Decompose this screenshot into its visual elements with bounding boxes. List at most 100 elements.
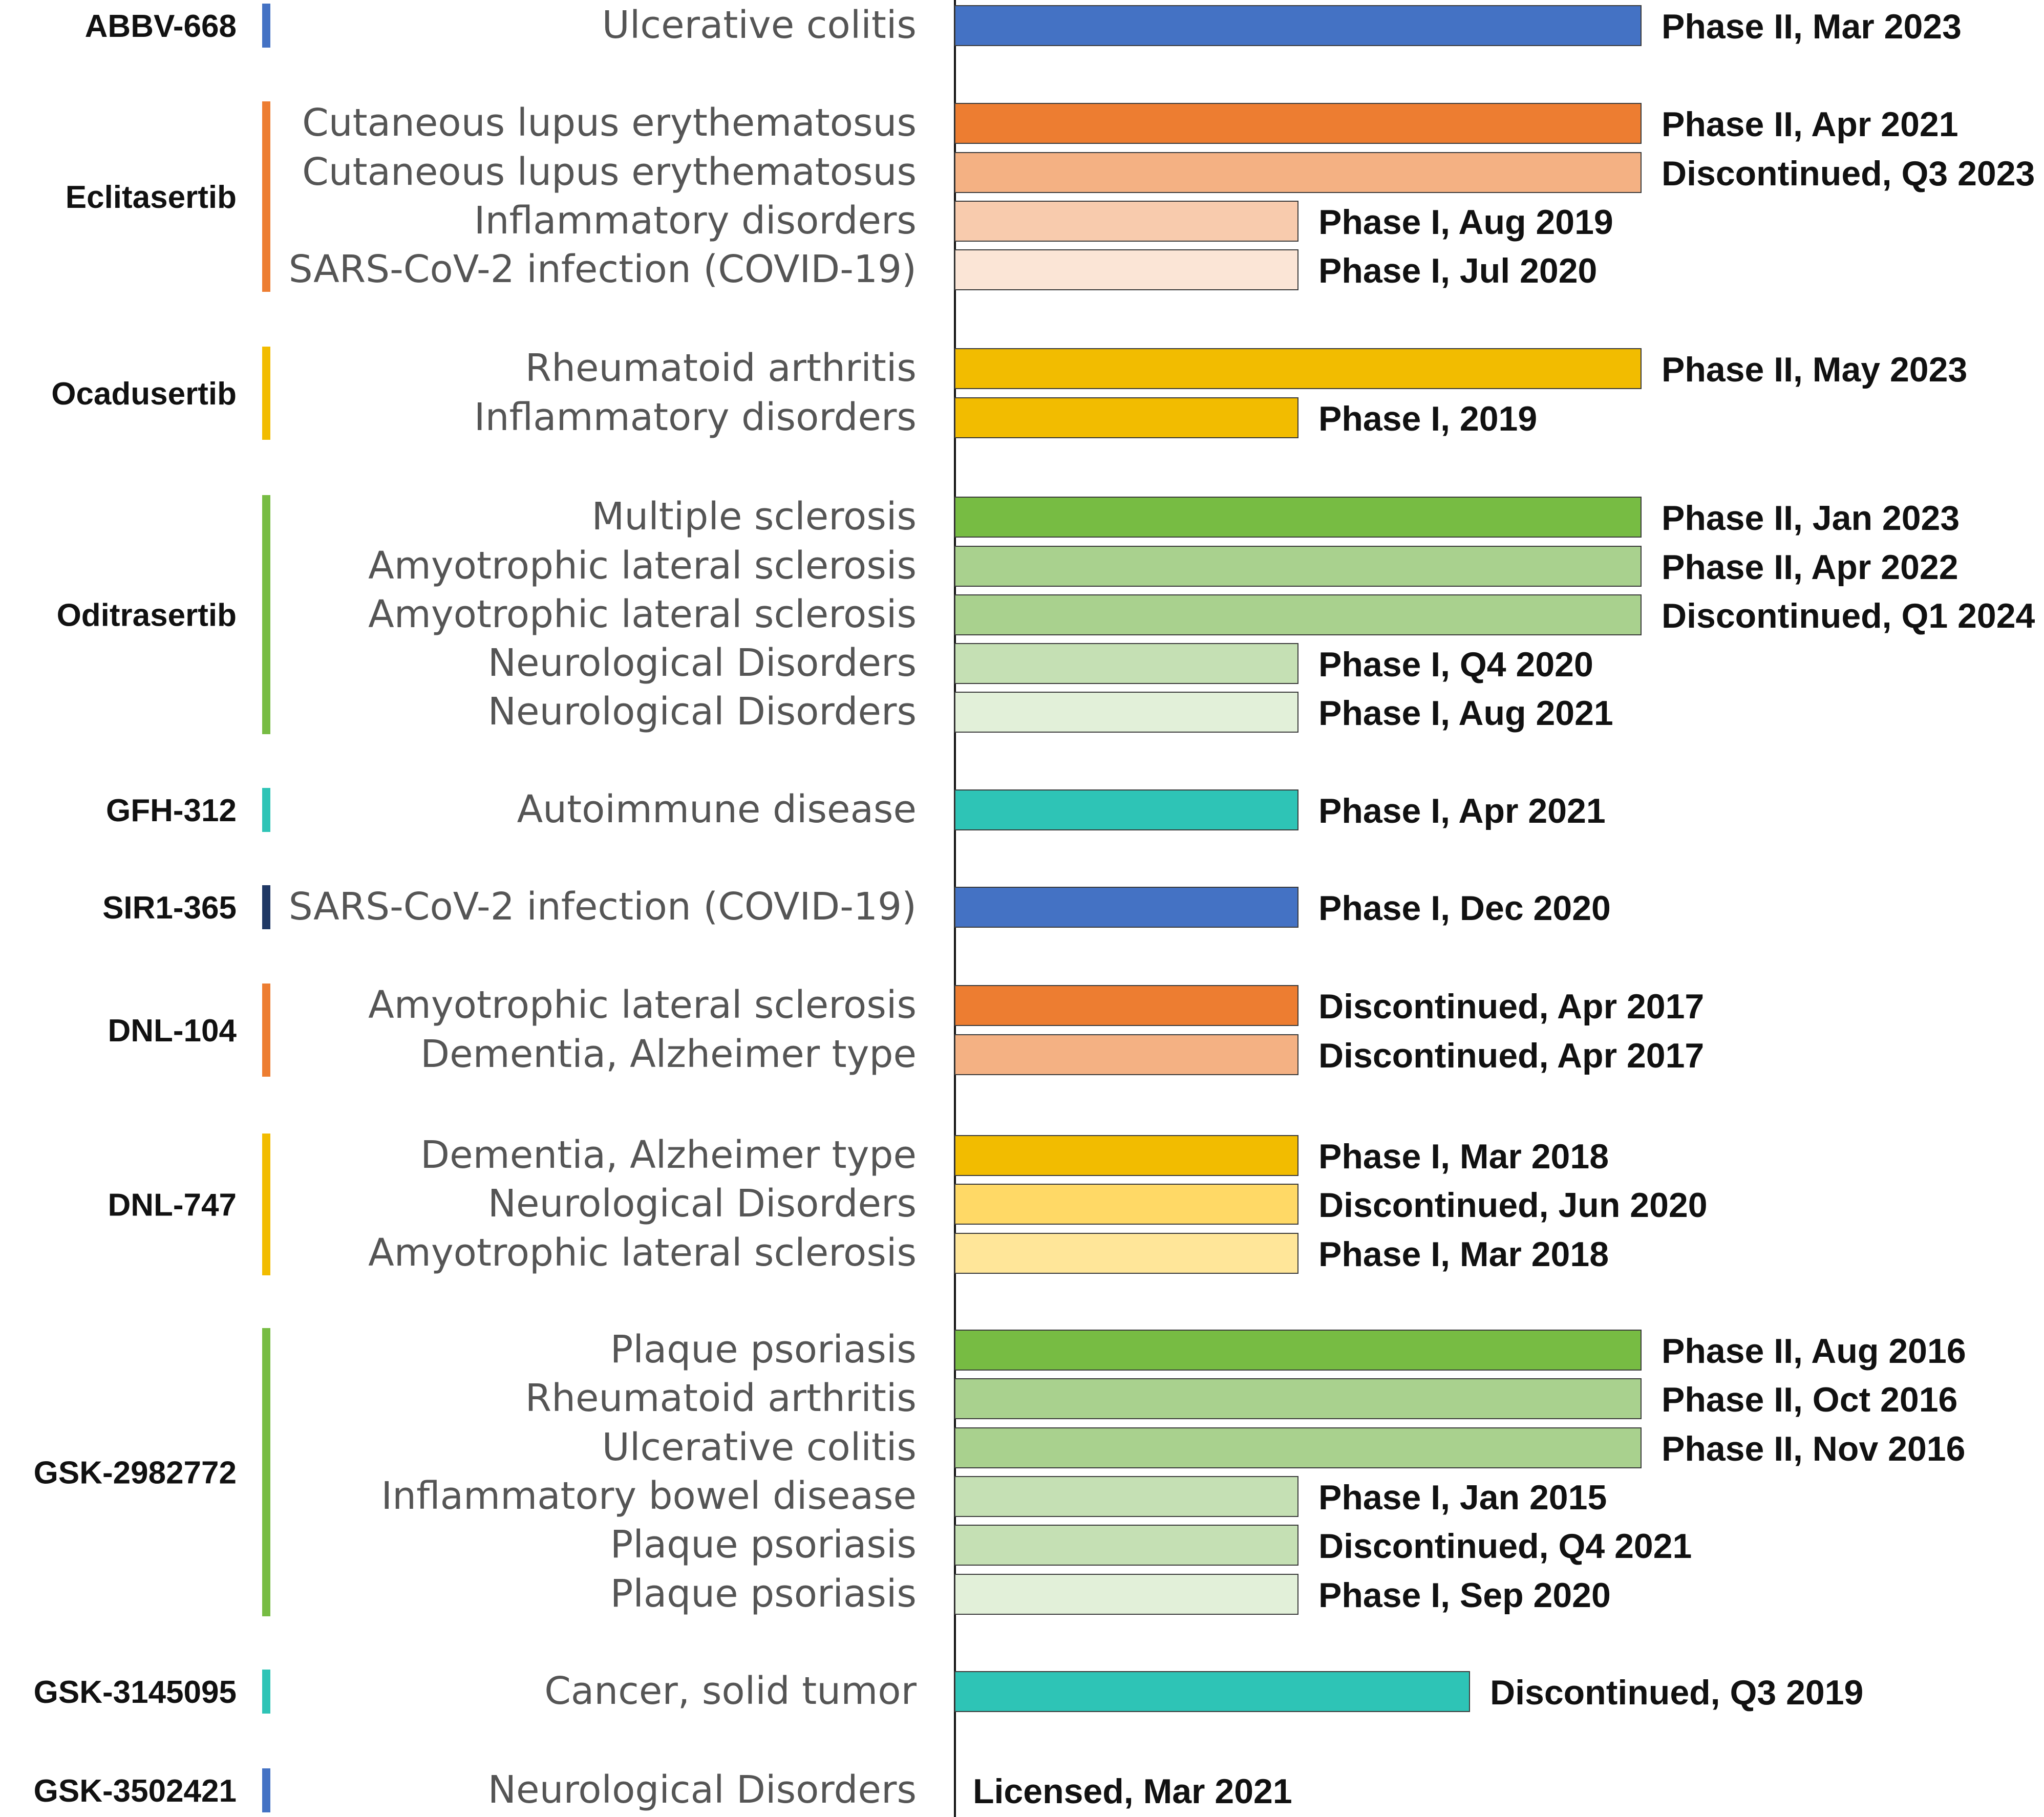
indication-label: Cancer, solid tumor bbox=[544, 1669, 917, 1713]
bar bbox=[954, 103, 1642, 144]
status-label: Phase I, 2019 bbox=[1318, 399, 1537, 438]
drug-label: Ocadusertib bbox=[51, 376, 237, 412]
group-marker bbox=[262, 1670, 270, 1714]
bar bbox=[954, 789, 1298, 830]
group-marker bbox=[262, 885, 270, 929]
indication-label: Amyotrophic lateral sclerosis bbox=[368, 544, 917, 588]
bar bbox=[954, 397, 1298, 438]
drug-label: GSK-2982772 bbox=[34, 1456, 237, 1491]
status-label: Discontinued, Jun 2020 bbox=[1318, 1186, 1708, 1225]
drug-label: GSK-3145095 bbox=[34, 1675, 237, 1710]
status-label: Phase I, Aug 2019 bbox=[1318, 203, 1613, 242]
indication-label: Cutaneous lupus erythematosus bbox=[302, 150, 917, 194]
indication-label: Amyotrophic lateral sclerosis bbox=[368, 592, 917, 636]
group-marker bbox=[262, 1134, 270, 1275]
group-marker bbox=[262, 347, 270, 440]
bar bbox=[954, 546, 1642, 587]
bar bbox=[954, 1378, 1642, 1419]
group-marker bbox=[262, 984, 270, 1077]
indication-label: Cutaneous lupus erythematosus bbox=[302, 101, 917, 145]
group-marker bbox=[262, 101, 270, 292]
indication-label: Plaque psoriasis bbox=[610, 1523, 917, 1567]
bar bbox=[954, 1525, 1298, 1566]
indication-label: Neurological Disorders bbox=[488, 641, 917, 685]
indication-label: SARS-CoV-2 infection (COVID-19) bbox=[289, 247, 917, 291]
indication-label: Neurological Disorders bbox=[488, 1768, 917, 1812]
indication-label: Inflammatory bowel disease bbox=[381, 1474, 917, 1518]
status-label: Phase II, Nov 2016 bbox=[1662, 1429, 1965, 1468]
status-label: Phase I, Aug 2021 bbox=[1318, 694, 1613, 733]
drug-label: GFH-312 bbox=[106, 793, 237, 828]
indication-label: Amyotrophic lateral sclerosis bbox=[368, 983, 917, 1027]
indication-label: Plaque psoriasis bbox=[610, 1572, 917, 1616]
bar bbox=[954, 643, 1298, 684]
status-label: Phase I, Sep 2020 bbox=[1318, 1576, 1611, 1615]
status-label: Discontinued, Q1 2024 bbox=[1662, 596, 2035, 635]
indication-label: SARS-CoV-2 infection (COVID-19) bbox=[289, 885, 917, 929]
drug-label: ABBV-668 bbox=[85, 9, 237, 44]
status-label: Discontinued, Apr 2017 bbox=[1318, 987, 1704, 1026]
status-label: Phase II, Mar 2023 bbox=[1662, 7, 1962, 46]
status-label: Discontinued, Q4 2021 bbox=[1318, 1527, 1692, 1566]
status-label: Phase II, Apr 2021 bbox=[1662, 105, 1958, 144]
bar bbox=[954, 1427, 1642, 1468]
bar bbox=[954, 985, 1298, 1026]
bar bbox=[954, 5, 1642, 46]
status-label: Phase I, Apr 2021 bbox=[1318, 792, 1606, 830]
bar bbox=[954, 249, 1298, 290]
group-marker bbox=[262, 4, 270, 48]
indication-label: Multiple sclerosis bbox=[591, 495, 917, 539]
status-label: Phase II, Jan 2023 bbox=[1662, 499, 1960, 538]
indication-label: Ulcerative colitis bbox=[602, 1425, 917, 1469]
bar bbox=[954, 887, 1298, 928]
indication-label: Plaque psoriasis bbox=[610, 1328, 917, 1372]
bar bbox=[954, 1671, 1470, 1712]
bar bbox=[954, 201, 1298, 242]
status-label: Discontinued, Apr 2017 bbox=[1318, 1036, 1704, 1075]
indication-label: Neurological Disorders bbox=[488, 1182, 917, 1226]
status-label: Phase I, Mar 2018 bbox=[1318, 1137, 1609, 1176]
group-marker bbox=[262, 1328, 270, 1616]
drug-label: GSK-3502421 bbox=[34, 1773, 237, 1809]
bar bbox=[954, 1135, 1298, 1176]
bar bbox=[954, 1574, 1298, 1615]
bar bbox=[954, 1233, 1298, 1274]
status-label: Phase II, Apr 2022 bbox=[1662, 548, 1958, 587]
drug-label: DNL-747 bbox=[108, 1188, 237, 1223]
status-label: Phase I, Mar 2018 bbox=[1318, 1235, 1609, 1274]
indication-label: Inflammatory disorders bbox=[474, 199, 917, 243]
status-label: Phase II, Oct 2016 bbox=[1662, 1380, 1957, 1419]
bar bbox=[954, 1034, 1298, 1075]
status-label: Discontinued, Q3 2019 bbox=[1490, 1673, 1863, 1712]
bar bbox=[954, 594, 1642, 635]
indication-label: Rheumatoid arthritis bbox=[525, 1376, 917, 1420]
status-label: Phase I, Dec 2020 bbox=[1318, 889, 1611, 928]
group-marker bbox=[262, 495, 270, 734]
indication-label: Dementia, Alzheimer type bbox=[420, 1032, 917, 1076]
status-label: Licensed, Mar 2021 bbox=[973, 1772, 1292, 1811]
status-label: Phase I, Q4 2020 bbox=[1318, 645, 1593, 684]
indication-label: Neurological Disorders bbox=[488, 690, 917, 734]
indication-label: Autoimmune disease bbox=[517, 787, 917, 831]
bar bbox=[954, 1476, 1298, 1517]
indication-label: Amyotrophic lateral sclerosis bbox=[368, 1231, 917, 1275]
indication-label: Rheumatoid arthritis bbox=[525, 346, 917, 390]
drug-label: DNL-104 bbox=[108, 1013, 237, 1049]
bar bbox=[954, 1330, 1642, 1371]
drug-label: Eclitasertib bbox=[66, 180, 237, 215]
status-label: Phase I, Jul 2020 bbox=[1318, 251, 1597, 290]
group-marker bbox=[262, 788, 270, 832]
status-label: Phase I, Jan 2015 bbox=[1318, 1478, 1607, 1517]
indication-label: Ulcerative colitis bbox=[602, 3, 917, 47]
bar bbox=[954, 497, 1642, 538]
bar bbox=[954, 152, 1642, 193]
status-label: Phase II, Aug 2016 bbox=[1662, 1332, 1966, 1371]
indication-label: Dementia, Alzheimer type bbox=[420, 1133, 917, 1177]
drug-label: SIR1-365 bbox=[102, 890, 237, 926]
status-label: Phase II, May 2023 bbox=[1662, 350, 1967, 389]
group-marker bbox=[262, 1768, 270, 1812]
status-label: Discontinued, Q3 2023 bbox=[1662, 154, 2035, 193]
drug-label: Oditrasertib bbox=[57, 598, 237, 633]
bar bbox=[954, 692, 1298, 733]
